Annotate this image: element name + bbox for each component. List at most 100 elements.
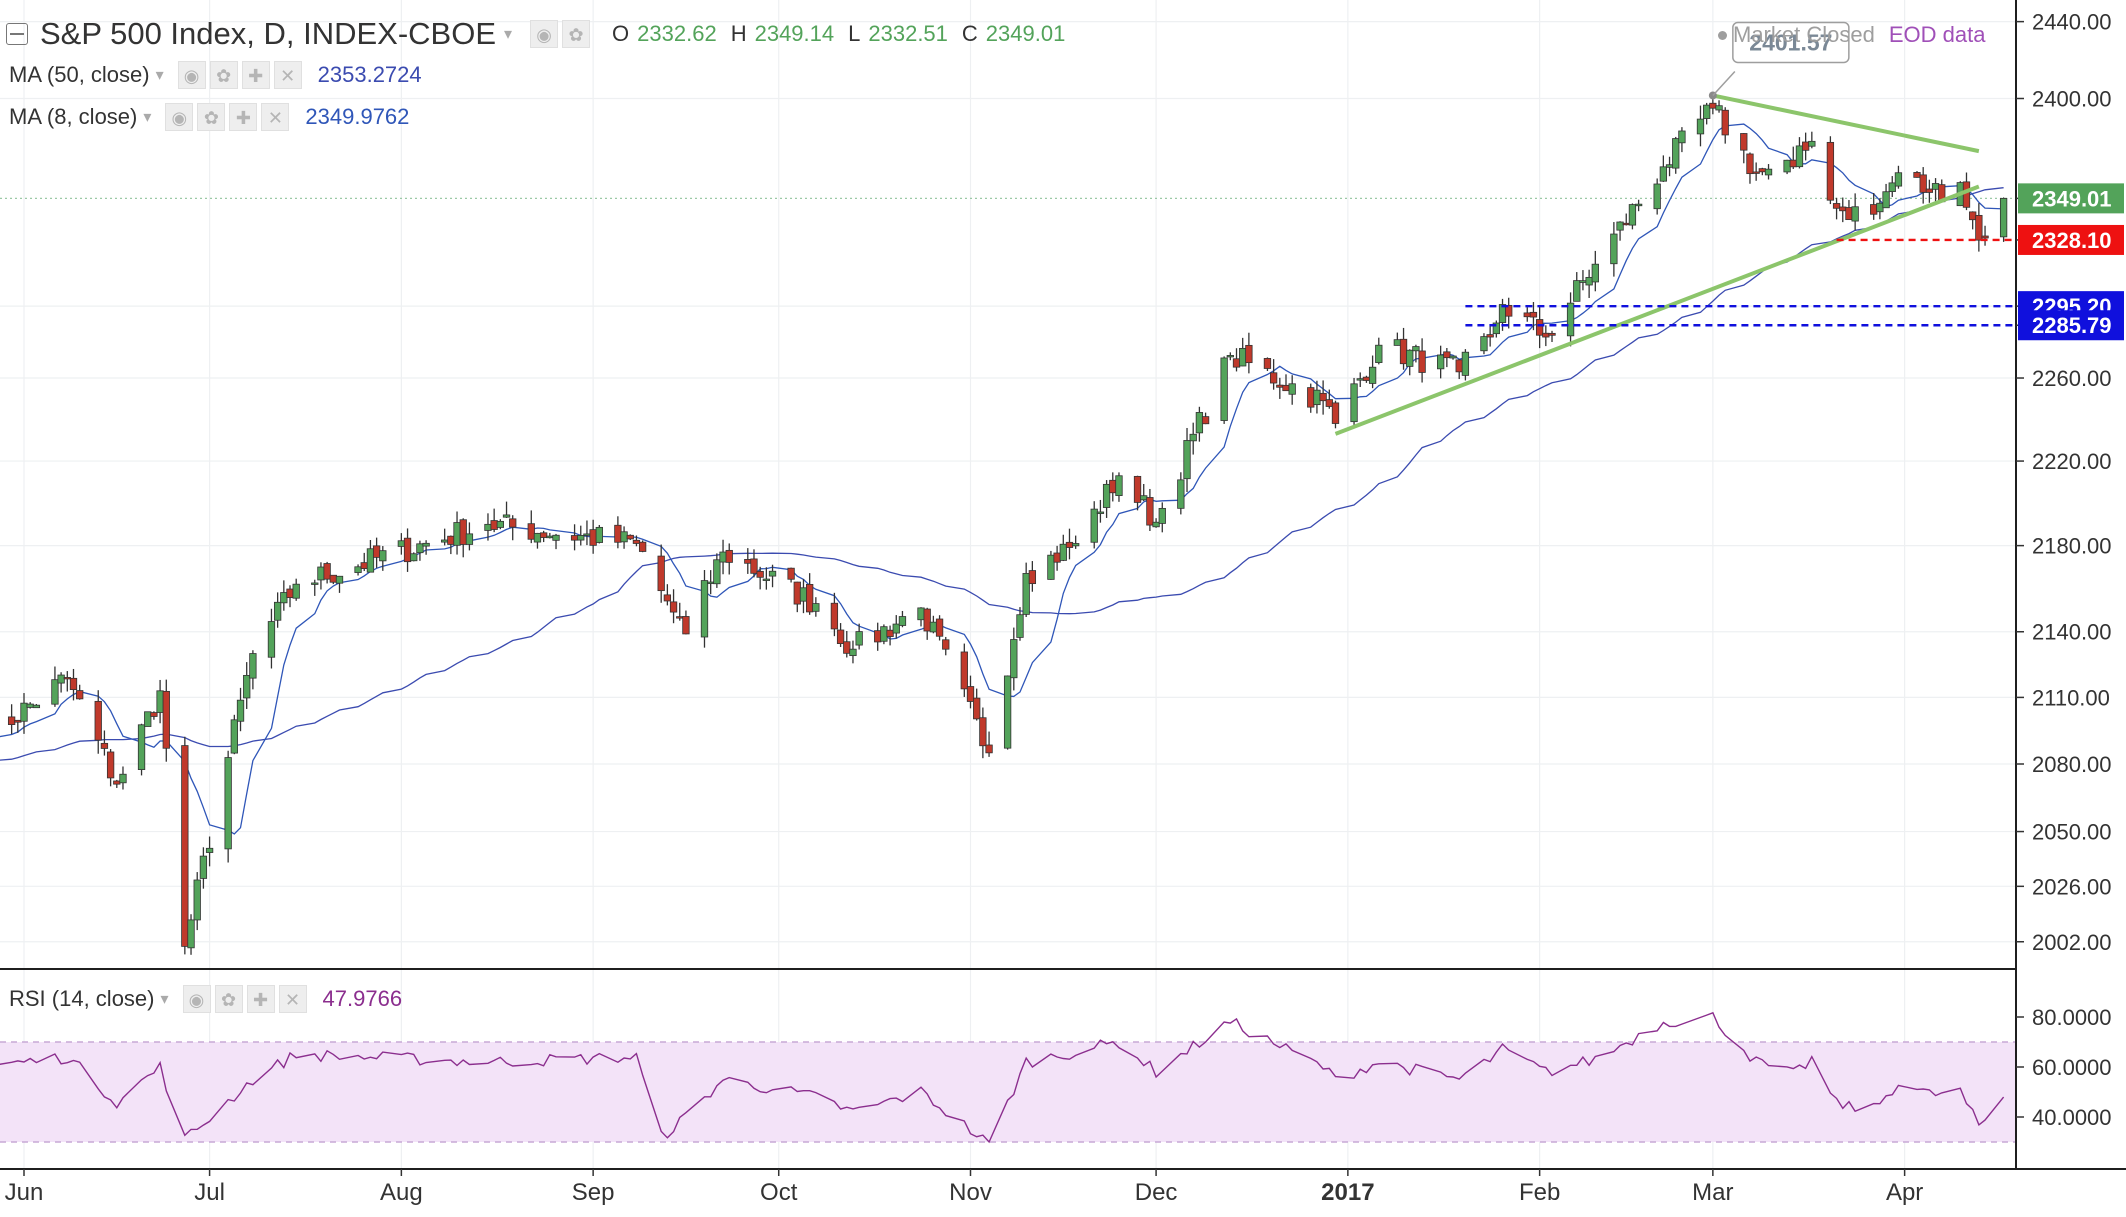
ma50-label[interactable]: MA (50, close) — [9, 62, 150, 87]
candle[interactable] — [707, 570, 715, 595]
candle[interactable] — [1393, 332, 1402, 346]
candle[interactable] — [1003, 675, 1012, 750]
candle[interactable] — [1981, 225, 1989, 246]
gear-icon[interactable]: ✿ — [197, 103, 226, 131]
candle[interactable] — [682, 610, 690, 635]
candle[interactable] — [583, 520, 591, 546]
candle[interactable] — [94, 690, 102, 754]
candle[interactable] — [1486, 324, 1494, 347]
candle[interactable] — [1882, 183, 1890, 209]
collapse-toggle-icon[interactable] — [6, 23, 28, 45]
candle[interactable] — [267, 608, 276, 669]
candle[interactable] — [886, 625, 894, 646]
candle[interactable] — [416, 540, 424, 561]
candle[interactable] — [459, 518, 467, 558]
candle[interactable] — [1072, 535, 1080, 549]
candle[interactable] — [1115, 472, 1123, 502]
candle[interactable] — [1740, 133, 1748, 164]
candle[interactable] — [669, 589, 678, 624]
candle[interactable] — [1919, 167, 1927, 204]
plus-icon[interactable]: ✚ — [246, 985, 275, 1013]
candle[interactable] — [1288, 375, 1296, 405]
candle[interactable] — [447, 535, 455, 555]
candle[interactable] — [1437, 345, 1445, 379]
candle[interactable] — [1591, 250, 1599, 292]
candle[interactable] — [410, 552, 418, 562]
candle[interactable] — [509, 515, 517, 541]
candle[interactable] — [1053, 545, 1061, 571]
candle[interactable] — [187, 914, 195, 955]
candle[interactable] — [1028, 561, 1037, 592]
candle[interactable] — [1789, 146, 1797, 169]
candle[interactable] — [836, 623, 845, 648]
candle[interactable] — [898, 610, 907, 628]
candle[interactable] — [676, 602, 684, 621]
candle[interactable] — [1579, 270, 1587, 291]
candle[interactable] — [1220, 356, 1228, 424]
candle[interactable] — [1010, 627, 1018, 691]
candle[interactable] — [502, 501, 511, 518]
candle[interactable] — [1628, 203, 1637, 230]
candle[interactable] — [1158, 502, 1166, 533]
candle[interactable] — [1969, 211, 1977, 230]
candle[interactable] — [589, 519, 597, 554]
candle[interactable] — [750, 549, 758, 578]
eye-icon[interactable]: ◉ — [165, 103, 194, 131]
candle[interactable] — [1672, 136, 1680, 174]
ma8-dropdown-icon[interactable]: ▾ — [143, 109, 152, 126]
candle[interactable] — [892, 615, 900, 639]
plus-icon[interactable]: ✚ — [241, 61, 270, 89]
candle[interactable] — [1752, 162, 1760, 181]
candle[interactable] — [577, 525, 585, 546]
candle[interactable] — [323, 561, 331, 584]
candle[interactable] — [1443, 348, 1451, 368]
candle[interactable] — [1795, 137, 1804, 169]
candle[interactable] — [812, 597, 820, 617]
candle[interactable] — [26, 702, 34, 709]
candle[interactable] — [193, 872, 201, 931]
candle[interactable] — [156, 679, 164, 724]
candle[interactable] — [1232, 348, 1241, 372]
candle[interactable] — [317, 562, 325, 590]
rsi-dropdown-icon[interactable]: ▾ — [160, 991, 169, 1008]
candle[interactable] — [1226, 352, 1234, 361]
candle[interactable] — [744, 548, 752, 574]
candle[interactable] — [1523, 307, 1531, 322]
candle[interactable] — [1022, 562, 1030, 617]
candle[interactable] — [880, 624, 888, 645]
candle[interactable] — [137, 723, 146, 776]
candle[interactable] — [106, 749, 115, 787]
candle[interactable] — [1412, 344, 1420, 363]
candle[interactable] — [1715, 100, 1723, 113]
candle[interactable] — [929, 615, 938, 634]
candle[interactable] — [360, 552, 368, 572]
candle[interactable] — [1455, 359, 1463, 380]
candle[interactable] — [1368, 355, 1377, 389]
candle[interactable] — [1406, 349, 1414, 376]
candle[interactable] — [1764, 164, 1773, 180]
eye-icon[interactable]: ◉ — [530, 20, 559, 48]
candle[interactable] — [663, 584, 672, 606]
candle[interactable] — [57, 672, 65, 693]
candle[interactable] — [243, 662, 251, 709]
candle[interactable] — [76, 684, 84, 700]
candle[interactable] — [354, 564, 362, 576]
candle[interactable] — [719, 539, 727, 575]
candle[interactable] — [1461, 349, 1470, 381]
candle[interactable] — [1201, 412, 1210, 425]
candle[interactable] — [1529, 302, 1538, 331]
candle[interactable] — [546, 532, 554, 539]
candle[interactable] — [119, 766, 127, 790]
candle[interactable] — [638, 540, 647, 553]
candle[interactable] — [533, 532, 542, 549]
candle[interactable] — [1418, 338, 1426, 383]
candle[interactable] — [1245, 332, 1253, 374]
candle[interactable] — [855, 623, 863, 650]
candle[interactable] — [1925, 179, 1934, 203]
symbol-dropdown-icon[interactable]: ▾ — [504, 26, 513, 43]
candle[interactable] — [1263, 357, 1272, 372]
candle[interactable] — [113, 779, 121, 788]
candle[interactable] — [527, 510, 535, 544]
eye-icon[interactable]: ◉ — [177, 61, 206, 89]
candle[interactable] — [249, 650, 257, 690]
